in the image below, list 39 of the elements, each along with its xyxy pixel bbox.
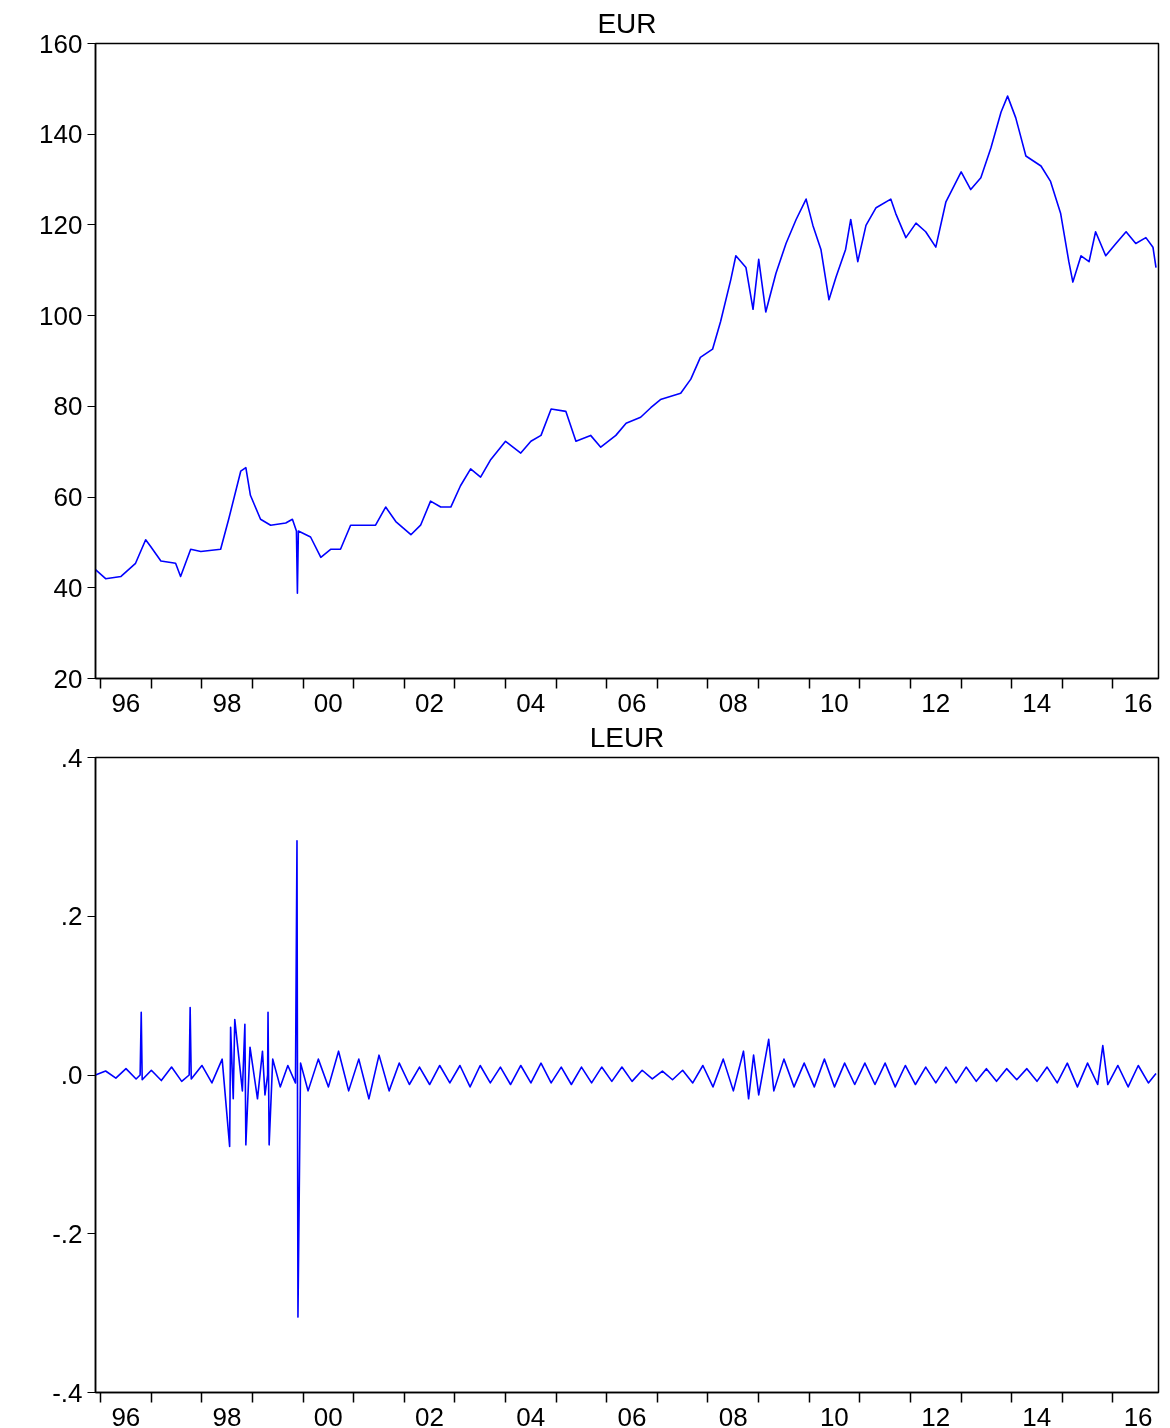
chart-title: LEUR [589, 721, 665, 753]
x-tick-label: 12 [921, 1401, 951, 1428]
y-tick-label: 120 [39, 209, 83, 240]
y-tick-label: 40 [53, 572, 83, 603]
y-tick-label: 20 [53, 663, 83, 694]
x-tick-label: 00 [313, 687, 343, 718]
y-tick-label: -.2 [52, 1218, 83, 1249]
x-tick-label: 14 [1022, 1401, 1052, 1428]
line-series [95, 840, 1157, 1318]
x-tick-label: 08 [718, 687, 748, 718]
x-tick-label: 04 [516, 1401, 546, 1428]
x-tick-label: 98 [212, 1401, 242, 1428]
x-tick-label: 00 [313, 1401, 343, 1428]
x-tick-label: 98 [212, 687, 242, 718]
x-tick-label: 12 [921, 687, 951, 718]
line-series [95, 95, 1157, 595]
x-tick-label: 06 [617, 1401, 647, 1428]
x-tick-label: 16 [1123, 1401, 1153, 1428]
y-tick-label: 100 [39, 300, 83, 331]
x-tick-label: 02 [415, 1401, 444, 1428]
x-tick-label: 96 [111, 1401, 141, 1428]
chart-title: EUR [597, 7, 657, 39]
x-tick-label: 14 [1022, 687, 1052, 718]
x-tick-label: 16 [1123, 687, 1153, 718]
y-tick-label: .0 [60, 1060, 83, 1090]
y-tick-label: 80 [53, 391, 83, 422]
x-tick-label: 96 [111, 687, 141, 718]
x-tick-label: 10 [819, 1401, 849, 1428]
x-tick-label: 04 [516, 687, 546, 718]
x-tick-label: 02 [415, 687, 444, 718]
y-tick-label: 140 [39, 119, 83, 150]
x-tick-label: 06 [617, 687, 647, 718]
y-tick-label: .2 [60, 901, 83, 932]
y-tick-label: .4 [60, 742, 83, 773]
x-tick-label: 08 [718, 1401, 748, 1428]
y-tick-label: 60 [53, 482, 83, 513]
y-tick-label: -.4 [52, 1377, 83, 1408]
y-tick-label: 160 [39, 28, 83, 59]
x-tick-label: 10 [819, 687, 849, 718]
